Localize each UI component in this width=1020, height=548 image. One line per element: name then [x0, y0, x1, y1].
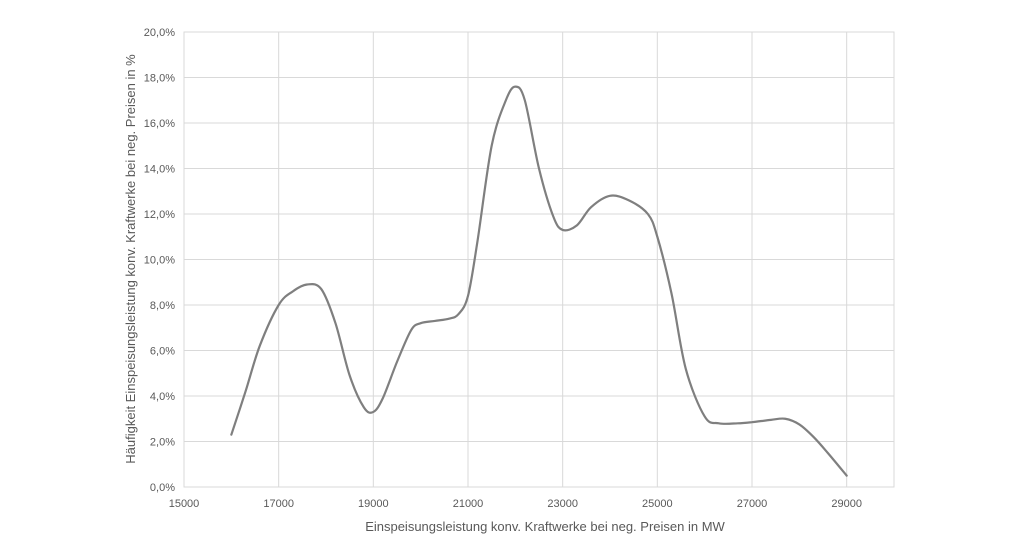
y-tick-label: 18,0% — [144, 73, 175, 85]
y-tick-label: 12,0% — [144, 209, 175, 221]
series-layer — [230, 85, 848, 477]
series-point — [306, 283, 308, 285]
y-axis-tick-labels: 0,0% 2,0% 4,0% 6,0% 8,0% 10,0% 12,0% 14,0% 16,0%… — [144, 27, 175, 494]
series-point — [609, 195, 611, 197]
series-point — [656, 236, 658, 238]
series-point — [590, 206, 592, 208]
series-point — [320, 288, 322, 290]
series-point — [798, 423, 800, 425]
series-point — [718, 422, 720, 424]
y-tick-label: 16,0% — [144, 118, 175, 130]
series-point — [737, 422, 739, 424]
x-tick-label: 27000 — [737, 498, 768, 510]
series-point — [514, 86, 516, 88]
series-point — [467, 295, 469, 297]
series-point — [770, 419, 772, 421]
series-point — [562, 229, 564, 231]
y-tick-label: 20,0% — [144, 27, 175, 39]
series-point — [576, 224, 578, 226]
series-point — [396, 361, 398, 363]
series-point — [410, 329, 412, 331]
series-point — [372, 411, 374, 413]
y-tick-label: 6,0% — [150, 346, 175, 358]
series-point — [244, 390, 246, 392]
y-tick-label: 2,0% — [150, 437, 175, 449]
series-point — [457, 313, 459, 315]
series-point — [292, 290, 294, 292]
series-point — [784, 418, 786, 420]
x-tick-label: 25000 — [642, 498, 673, 510]
x-tick-label: 21000 — [453, 498, 484, 510]
series-point — [420, 322, 422, 324]
series-point — [812, 436, 814, 438]
series-point — [434, 320, 436, 322]
x-axis-tick-labels: 15000 17000 19000 21000 23000 25000 27000 29000 — [169, 498, 862, 510]
series-point — [230, 434, 232, 436]
series-point — [846, 475, 848, 477]
series-point — [538, 167, 540, 169]
series-point — [334, 322, 336, 324]
series-point — [704, 415, 706, 417]
series-point — [524, 99, 526, 101]
y-tick-label: 4,0% — [150, 391, 175, 403]
y-tick-label: 14,0% — [144, 164, 175, 176]
series-line — [230, 85, 848, 477]
x-tick-label: 23000 — [547, 498, 578, 510]
series-point — [259, 345, 261, 347]
x-tick-label: 17000 — [263, 498, 294, 510]
series-point — [685, 368, 687, 370]
series-point — [827, 452, 829, 454]
series-point — [476, 240, 478, 242]
x-tick-label: 15000 — [169, 498, 200, 510]
y-tick-label: 0,0% — [150, 482, 175, 494]
series-point — [552, 215, 554, 217]
y-axis-title: Häufigkeit Einspeisungsleistung konv. Kr… — [123, 54, 138, 464]
y-tick-label: 8,0% — [150, 300, 175, 312]
series-point — [628, 199, 630, 201]
series-point — [670, 293, 672, 295]
series-point — [278, 304, 280, 306]
series-point — [448, 318, 450, 320]
x-tick-label: 29000 — [831, 498, 862, 510]
series-point — [647, 213, 649, 215]
x-tick-label: 19000 — [358, 498, 389, 510]
x-axis-title: Einspeisungsleistung konv. Kraftwerke be… — [365, 519, 725, 534]
plot-area-border — [183, 31, 895, 488]
series-point — [382, 397, 384, 399]
series-point — [505, 99, 507, 101]
series-point — [363, 406, 365, 408]
series-point — [751, 421, 753, 423]
y-tick-label: 10,0% — [144, 255, 175, 267]
series-point — [349, 374, 351, 376]
series-point — [491, 145, 493, 147]
